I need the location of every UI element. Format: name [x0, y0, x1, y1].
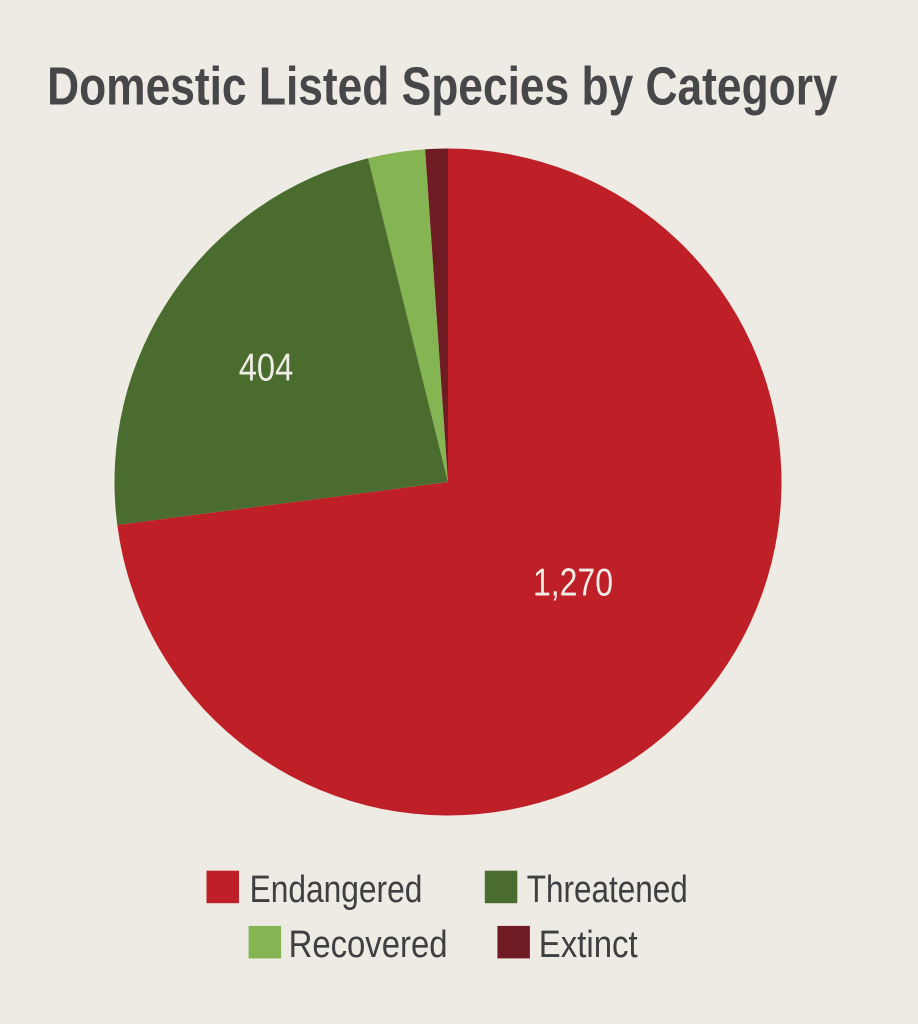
- svg-text:Recovered: Recovered: [289, 924, 448, 966]
- svg-text:Extinct: Extinct: [539, 924, 638, 966]
- svg-text:404: 404: [239, 346, 294, 389]
- svg-text:Threatened: Threatened: [527, 869, 688, 911]
- svg-text:Domestic Listed Species by Cat: Domestic Listed Species by Category: [47, 56, 838, 116]
- svg-text:1,270: 1,270: [533, 561, 613, 604]
- svg-text:Endangered: Endangered: [250, 869, 423, 911]
